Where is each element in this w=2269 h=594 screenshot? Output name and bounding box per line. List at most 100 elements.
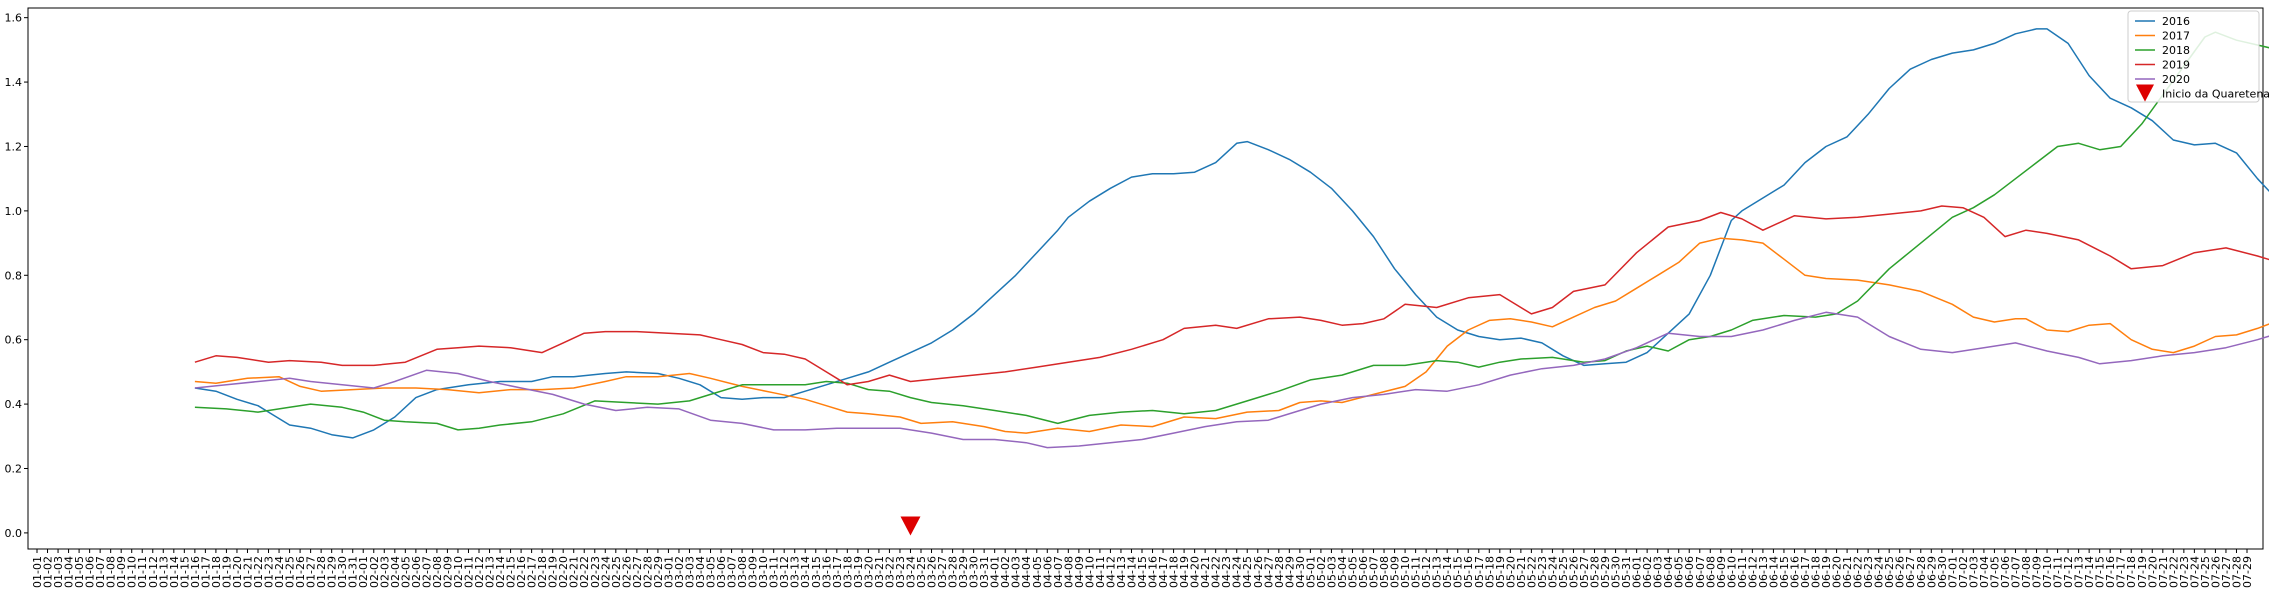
x-tick-label: 04-23 — [1220, 556, 1233, 588]
x-tick-label: 05-05 — [1346, 556, 1359, 588]
x-tick-label: 03-14 — [799, 556, 812, 588]
x-tick-label: 05-15 — [1452, 556, 1465, 588]
x-tick-label: 02-18 — [536, 556, 549, 588]
x-tick-label: 06-28 — [1915, 556, 1928, 588]
x-axis: 01-0101-0201-0301-0401-0501-0601-0701-08… — [31, 549, 2254, 588]
x-tick-label: 05-14 — [1441, 556, 1454, 588]
x-tick-label: 02-09 — [441, 556, 454, 588]
x-tick-label: 06-06 — [1683, 556, 1696, 588]
y-tick-label: 0.8 — [5, 269, 23, 282]
x-tick-label: 07-04 — [1978, 556, 1991, 588]
x-tick-label: 02-04 — [389, 556, 402, 588]
x-tick-label: 07-16 — [2104, 556, 2117, 588]
x-tick-label: 07-08 — [2020, 556, 2033, 588]
x-tick-label: 07-18 — [2125, 556, 2138, 588]
x-tick-label: 06-26 — [1894, 556, 1907, 588]
x-tick-label: 01-07 — [94, 556, 107, 588]
legend-label-2017: 2017 — [2162, 30, 2190, 43]
x-tick-label: 01-12 — [147, 556, 160, 588]
x-tick-label: 04-08 — [1062, 556, 1075, 588]
x-tick-label: 04-17 — [1157, 556, 1170, 588]
x-tick-label: 05-23 — [1536, 556, 1549, 588]
x-tick-label: 07-23 — [2178, 556, 2191, 588]
x-tick-label: 05-16 — [1462, 556, 1475, 588]
x-tick-label: 06-19 — [1820, 556, 1833, 588]
x-tick-label: 03-11 — [768, 556, 781, 588]
x-tick-label: 03-19 — [852, 556, 865, 588]
x-tick-label: 04-01 — [989, 556, 1002, 588]
x-tick-label: 03-07 — [726, 556, 739, 588]
x-tick-label: 01-31 — [347, 556, 360, 588]
legend-label-2016: 2016 — [2162, 15, 2190, 28]
x-tick-label: 07-12 — [2062, 556, 2075, 588]
x-tick-label: 03-23 — [894, 556, 907, 588]
x-tick-label: 03-22 — [883, 556, 896, 588]
plot-frame — [27, 7, 2264, 550]
x-tick-label: 06-12 — [1746, 556, 1759, 588]
x-tick-label: 04-16 — [1147, 556, 1160, 588]
x-tick-label: 06-16 — [1788, 556, 1801, 588]
x-tick-label: 04-09 — [1073, 556, 1086, 588]
x-tick-label: 01-05 — [73, 556, 86, 588]
x-tick-label: 05-17 — [1473, 556, 1486, 588]
x-tick-label: 04-24 — [1231, 556, 1244, 588]
x-tick-label: 02-07 — [420, 556, 433, 588]
x-tick-label: 04-11 — [1094, 556, 1107, 588]
x-tick-label: 05-27 — [1578, 556, 1591, 588]
x-tick-label: 05-07 — [1368, 556, 1381, 588]
x-tick-label: 02-27 — [631, 556, 644, 588]
x-tick-label: 07-02 — [1957, 556, 1970, 588]
x-tick-label: 06-11 — [1736, 556, 1749, 588]
x-tick-label: 04-06 — [1041, 556, 1054, 588]
x-tick-label: 07-10 — [2041, 556, 2054, 588]
x-tick-label: 05-29 — [1599, 556, 1612, 588]
y-axis: 0.0 0.2 0.4 0.6 0.8 1.0 1.2 1.4 1.6 — [5, 12, 28, 540]
x-tick-label: 05-01 — [1304, 556, 1317, 588]
x-tick-label: 04-25 — [1241, 556, 1254, 588]
x-tick-label: 05-02 — [1315, 556, 1328, 588]
x-tick-label: 06-22 — [1852, 556, 1865, 588]
x-tick-label: 06-18 — [1810, 556, 1823, 588]
x-tick-label: 03-26 — [926, 556, 939, 588]
x-tick-label: 01-08 — [105, 556, 118, 588]
x-tick-label: 03-24 — [904, 556, 917, 588]
x-tick-label: 07-06 — [1999, 556, 2012, 588]
x-tick-label: 07-01 — [1946, 556, 1959, 588]
x-tick-label: 03-21 — [873, 556, 886, 588]
x-tick-label: 04-12 — [1104, 556, 1117, 588]
x-tick-label: 04-21 — [1199, 556, 1212, 588]
x-tick-label: 07-24 — [2188, 556, 2201, 588]
x-tick-label: 04-28 — [1273, 556, 1286, 588]
x-tick-label: 02-29 — [652, 556, 665, 588]
x-tick-label: 01-10 — [126, 556, 139, 588]
x-tick-label: 04-27 — [1262, 556, 1275, 588]
x-tick-label: 02-05 — [399, 556, 412, 588]
x-tick-label: 02-14 — [494, 556, 507, 588]
x-tick-label: 02-12 — [473, 556, 486, 588]
x-tick-label: 06-13 — [1757, 556, 1770, 588]
x-tick-label: 03-09 — [747, 556, 760, 588]
x-tick-label: 05-10 — [1399, 556, 1412, 588]
x-tick-label: 04-19 — [1178, 556, 1191, 588]
legend-label-2020: 2020 — [2162, 73, 2190, 86]
x-tick-label: 06-17 — [1799, 556, 1812, 588]
x-tick-label: 03-04 — [694, 556, 707, 588]
x-tick-label: 02-08 — [431, 556, 444, 588]
x-tick-label: 02-15 — [505, 556, 518, 588]
y-tick-label: 1.4 — [5, 76, 23, 89]
x-tick-label: 04-10 — [1083, 556, 1096, 588]
x-tick-label: 02-26 — [620, 556, 633, 588]
x-tick-label: 03-18 — [841, 556, 854, 588]
x-tick-label: 01-06 — [84, 556, 97, 588]
x-tick-label: 07-11 — [2052, 556, 2065, 588]
series-layer — [194, 28, 2269, 449]
x-tick-label: 01-15 — [178, 556, 191, 588]
x-tick-label: 03-30 — [968, 556, 981, 588]
x-tick-label: 06-15 — [1778, 556, 1791, 588]
y-tick-label: 1.0 — [5, 205, 23, 218]
x-tick-label: 03-20 — [862, 556, 875, 588]
x-tick-label: 03-15 — [810, 556, 823, 588]
x-tick-label: 06-29 — [1925, 556, 1938, 588]
x-tick-label: 07-07 — [2009, 556, 2022, 588]
